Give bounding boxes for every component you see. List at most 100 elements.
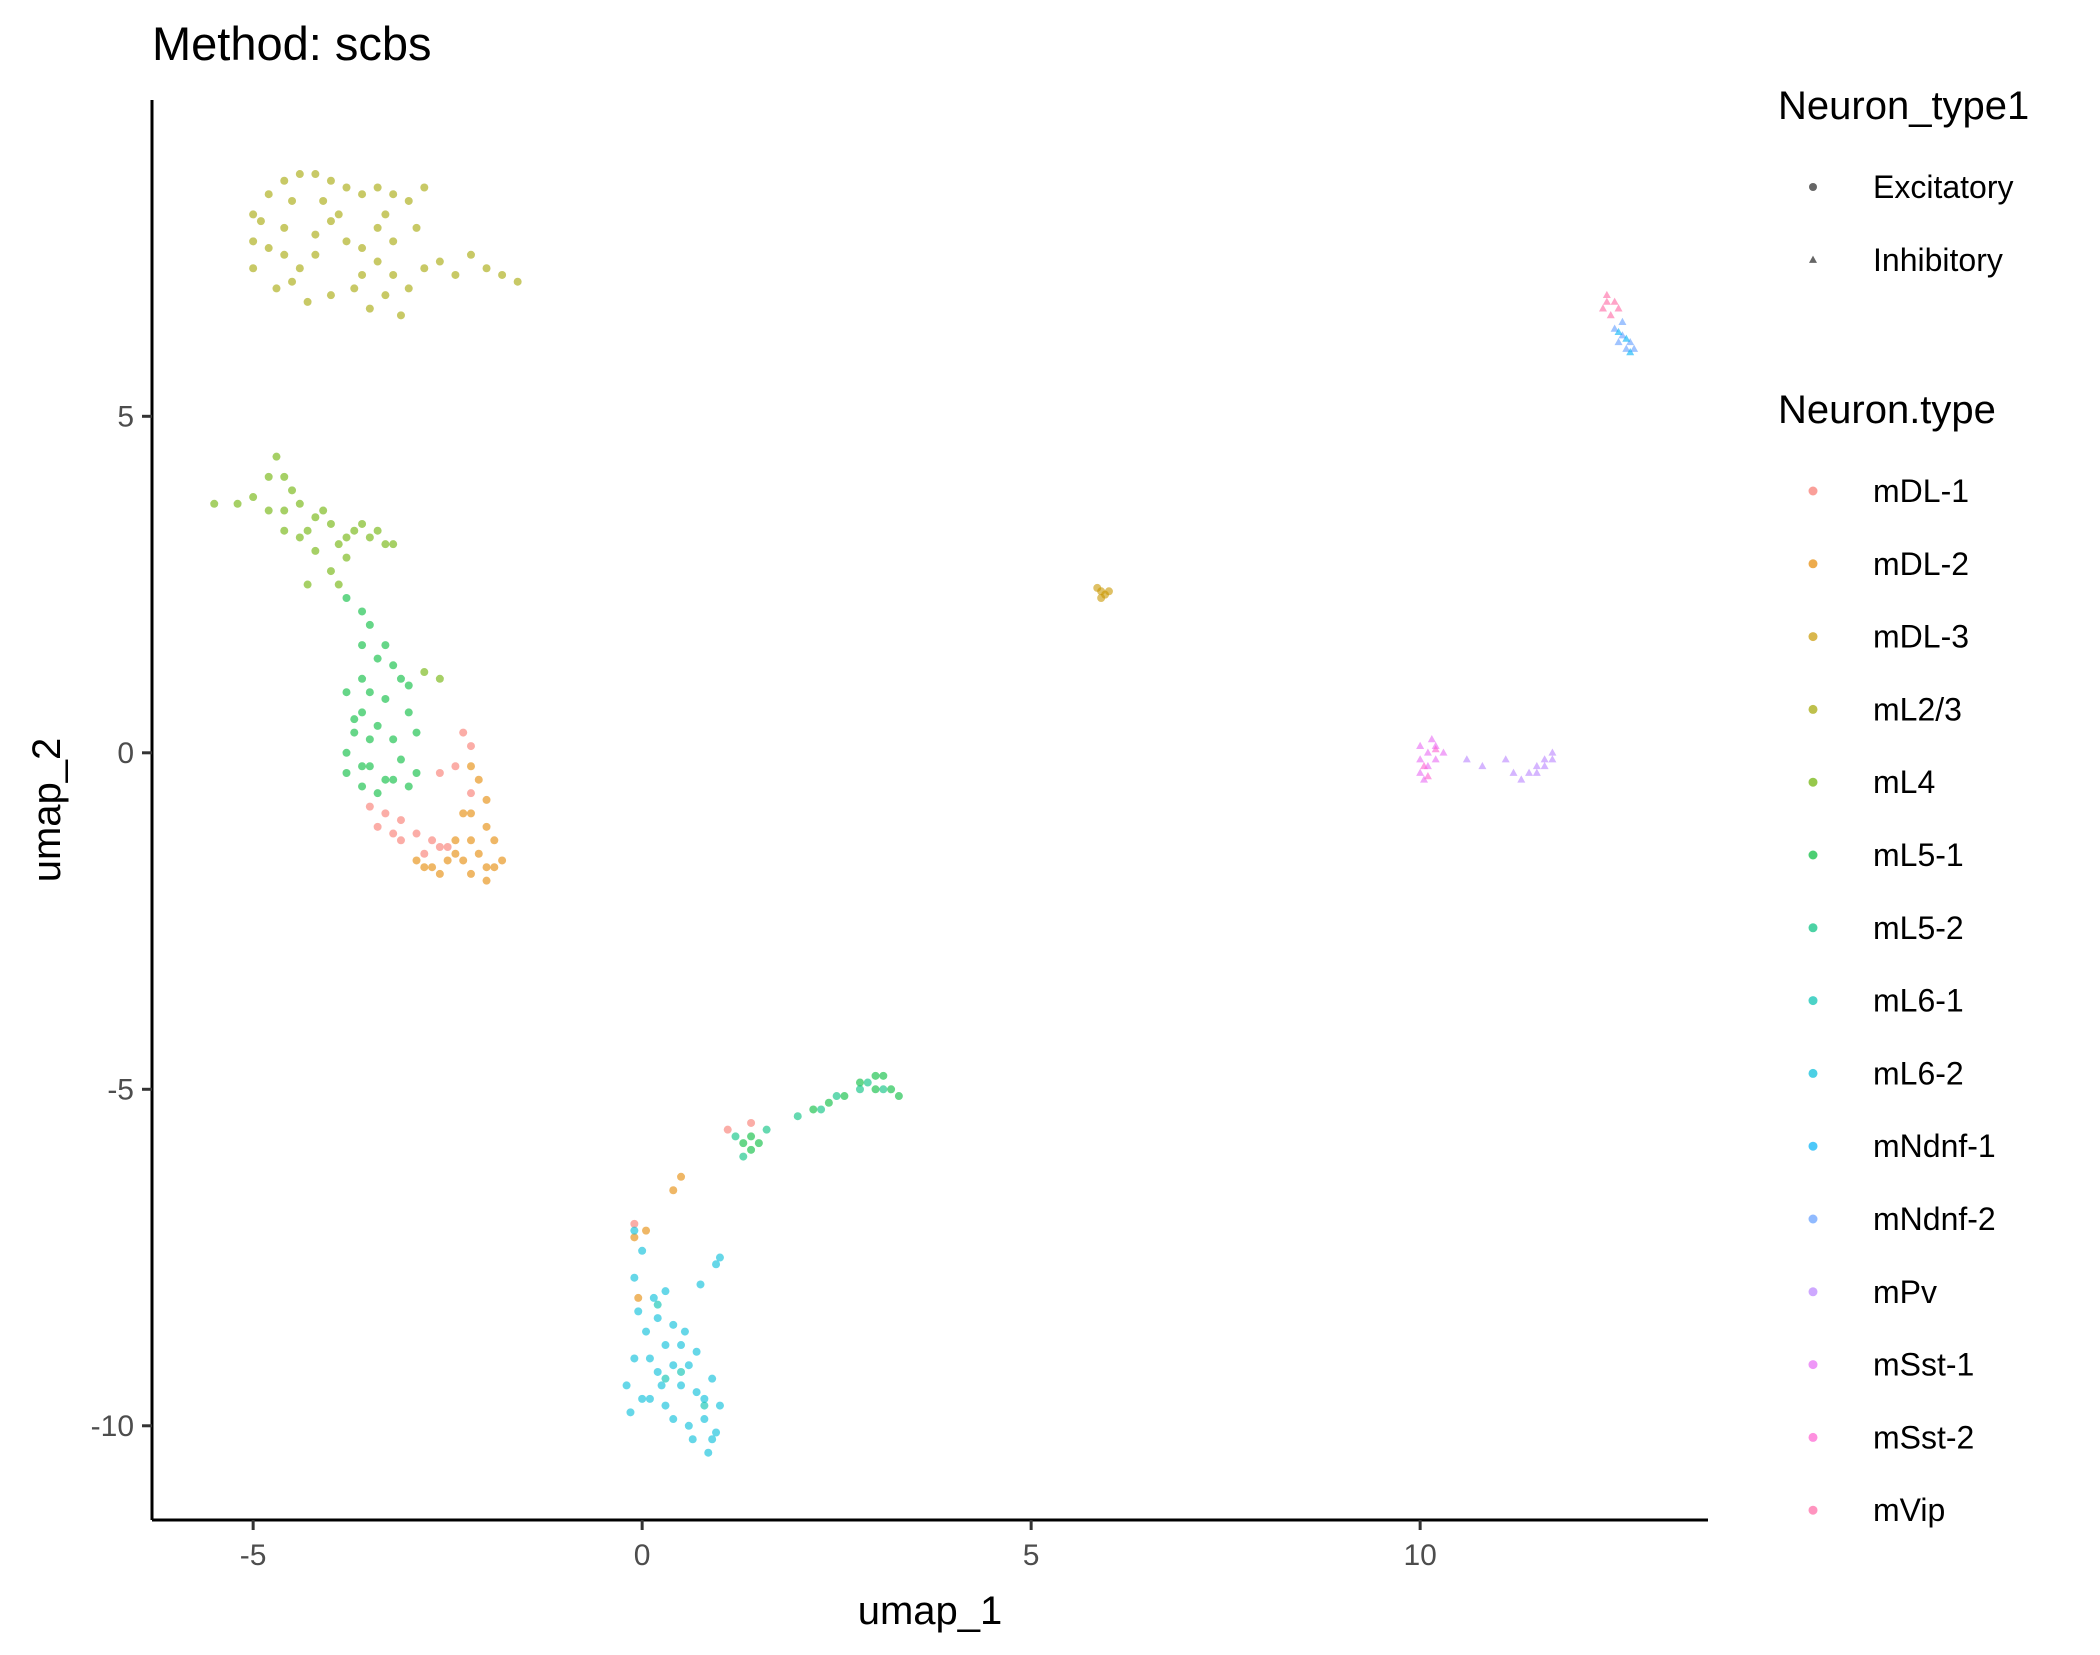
data-point	[739, 1139, 748, 1148]
data-point	[342, 768, 351, 777]
data-point	[420, 668, 429, 677]
data-point	[280, 223, 289, 232]
data-point	[334, 540, 343, 549]
data-point	[389, 270, 398, 279]
data-point	[280, 250, 289, 259]
data-point	[677, 1381, 686, 1390]
data-point	[1614, 304, 1623, 312]
data-point	[1416, 755, 1425, 763]
data-point	[381, 210, 390, 219]
data-point	[459, 728, 468, 737]
data-point	[1462, 755, 1471, 763]
data-point	[1427, 735, 1436, 743]
x-axis-title: umap_1	[858, 1589, 1003, 1633]
data-point	[762, 1125, 771, 1134]
y-tick-label: -10	[91, 1410, 134, 1443]
series-ml2-3	[249, 170, 522, 320]
data-point	[661, 1341, 670, 1350]
data-point	[1598, 304, 1607, 312]
data-point	[700, 1394, 709, 1403]
shape-legend-label: Inhibitory	[1873, 242, 2003, 278]
data-point	[855, 1078, 864, 1087]
color-legend-label: mNdnf-1	[1873, 1128, 1996, 1164]
data-point	[264, 244, 273, 253]
data-point	[334, 580, 343, 589]
data-point	[692, 1388, 701, 1397]
data-point	[381, 694, 390, 703]
data-point	[653, 1300, 662, 1309]
data-point	[389, 237, 398, 246]
color-legend-label: mDL-1	[1873, 473, 1969, 509]
data-point	[879, 1071, 888, 1080]
data-point	[642, 1226, 651, 1235]
data-point	[358, 519, 367, 528]
data-point	[630, 1354, 639, 1363]
data-point	[466, 836, 475, 845]
data-point	[1517, 775, 1526, 783]
data-point	[249, 237, 258, 246]
data-point	[412, 768, 421, 777]
data-point	[295, 264, 304, 273]
data-point	[311, 250, 320, 259]
x-ticks: -5 0 5 10	[240, 1520, 1437, 1572]
color-legend-label: mDL-3	[1873, 619, 1969, 655]
data-point	[490, 863, 499, 872]
legend-key-dot	[1808, 1505, 1818, 1515]
data-point	[1610, 324, 1619, 332]
data-point	[498, 856, 507, 865]
data-point	[731, 1132, 740, 1141]
series-mdl-1	[365, 728, 756, 1228]
data-point	[373, 526, 382, 535]
color-legend-item-mdl-1: mDL-1	[1808, 473, 1969, 509]
shape-legend-label: Excitatory	[1873, 169, 2013, 205]
data-point	[389, 775, 398, 784]
data-point	[373, 789, 382, 798]
data-point	[1618, 317, 1627, 325]
series-msst-2	[1420, 745, 1440, 780]
series-mndnf-2	[1610, 317, 1639, 352]
data-point	[389, 735, 398, 744]
data-point	[342, 553, 351, 562]
data-point	[669, 1186, 678, 1195]
data-point	[350, 284, 359, 293]
data-point	[1622, 334, 1631, 342]
data-point	[1416, 741, 1425, 749]
series-ml4	[210, 452, 444, 683]
data-point	[435, 869, 444, 878]
data-point	[747, 1145, 756, 1154]
data-point	[451, 836, 460, 845]
color-legend-item-msst-1: mSst-1	[1808, 1347, 1974, 1383]
data-point	[389, 540, 398, 549]
data-point	[303, 297, 312, 306]
data-point	[396, 836, 405, 845]
points-layer	[210, 170, 1639, 1457]
color-legend-item-mdl-2: mDL-2	[1808, 546, 1969, 582]
data-point	[894, 1092, 903, 1101]
data-point	[498, 270, 507, 279]
data-point	[645, 1354, 654, 1363]
data-point	[824, 1098, 833, 1107]
data-point	[1416, 768, 1425, 776]
data-point	[1602, 297, 1611, 305]
data-point	[630, 1233, 639, 1242]
data-point	[428, 836, 437, 845]
data-point	[657, 1381, 666, 1390]
data-point	[358, 708, 367, 717]
data-point	[1540, 761, 1549, 770]
shape-legend-item-excitatory: Excitatory	[1809, 169, 2013, 205]
chart-title-group: Method: scbs	[152, 17, 432, 70]
data-point	[326, 217, 335, 226]
data-point	[435, 257, 444, 266]
data-point	[887, 1085, 896, 1094]
data-point	[326, 176, 335, 185]
data-point	[459, 809, 468, 818]
data-point	[490, 836, 499, 845]
legend-key-dot	[1808, 1287, 1818, 1297]
data-point	[482, 863, 491, 872]
data-point	[373, 654, 382, 663]
data-point	[723, 1125, 732, 1134]
legend-key-dot	[1808, 777, 1818, 787]
axes-layer: -5 0 5 10 -10 -5 0 5 umap_1 umap_2	[25, 100, 1708, 1633]
data-point	[280, 472, 289, 481]
